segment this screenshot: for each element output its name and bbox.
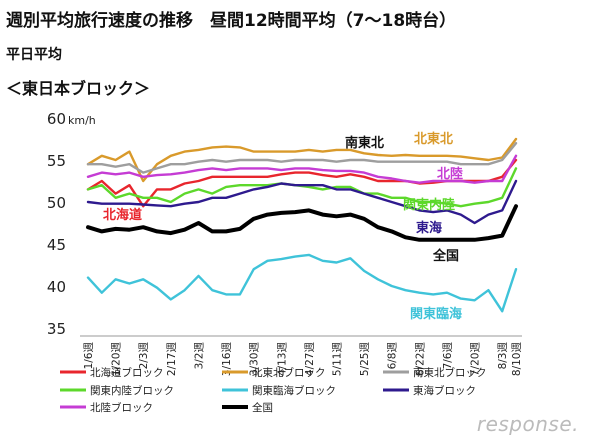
y-tick-label: 45 <box>47 236 66 254</box>
y-tick-label: 55 <box>47 152 66 170</box>
legend-label: 北東北ブロック <box>252 366 326 379</box>
region-label: ＜東日本ブロック＞ <box>6 79 151 98</box>
series-line-2 <box>86 137 518 183</box>
legend-label: 関東内陸ブロック <box>90 384 174 397</box>
y-tick-label: 35 <box>47 320 66 338</box>
x-tick-label: 3/30週 <box>249 342 261 377</box>
legend-label: 関東臨海ブロック <box>252 384 336 397</box>
x-tick-label: 8/3週 <box>497 342 509 370</box>
series-annotation: 全国 <box>432 248 459 264</box>
x-tick-label: 2/17週 <box>166 342 178 377</box>
x-tick-label: 7/6週 <box>442 342 454 370</box>
legend-label: 北海道ブロック <box>90 366 164 379</box>
series-line-3 <box>86 141 518 174</box>
series-annotation: 関東内陸 <box>403 197 455 213</box>
series-line-8 <box>86 204 518 242</box>
x-tick-label: 1/6週 <box>83 342 95 370</box>
x-tick-label: 1/20週 <box>111 342 123 377</box>
series-annotation: 東海 <box>416 220 442 236</box>
series-annotation: 北東北 <box>414 131 453 147</box>
x-tick-label: 4/13週 <box>276 342 288 377</box>
legend-label: 東海ブロック <box>413 384 476 397</box>
y-tick-label: 60 <box>47 110 66 128</box>
x-tick-label: 2/3週 <box>138 342 150 370</box>
legend-label: 南東北ブロック <box>413 366 487 379</box>
legend-label: 北陸ブロック <box>90 401 153 414</box>
x-tick-label: 7/20週 <box>470 342 482 377</box>
series-line-5 <box>86 253 518 313</box>
chart-title: 週別平均旅行速度の推移 昼間12時間平均（7～18時台） <box>6 11 457 31</box>
series-annotation: 関東臨海 <box>410 306 462 322</box>
x-tick-label: 8/10週 <box>511 342 523 377</box>
chart-subtitle: 平日平均 <box>6 47 62 63</box>
y-tick-label: 50 <box>47 194 66 212</box>
legend-label: 全国 <box>252 401 273 414</box>
x-tick-label: 5/25週 <box>359 342 371 377</box>
y-axis-unit: km/h <box>68 114 96 127</box>
x-tick-label: 6/22週 <box>414 342 426 377</box>
x-tick-label: 5/11週 <box>332 342 344 377</box>
x-tick-label: 4/27週 <box>304 342 316 377</box>
y-tick-label: 40 <box>47 278 66 296</box>
series-annotation: 北陸 <box>437 166 463 182</box>
response-watermark: response. <box>476 412 579 436</box>
x-tick-label: 3/2週 <box>193 342 205 370</box>
x-tick-label: 3/16週 <box>221 342 233 377</box>
series-annotation: 南東北 <box>345 135 384 151</box>
x-tick-label: 6/8週 <box>387 342 399 370</box>
series-line-6 <box>86 179 518 225</box>
series-line-7 <box>86 154 518 184</box>
series-annotation: 北海道 <box>103 207 142 223</box>
